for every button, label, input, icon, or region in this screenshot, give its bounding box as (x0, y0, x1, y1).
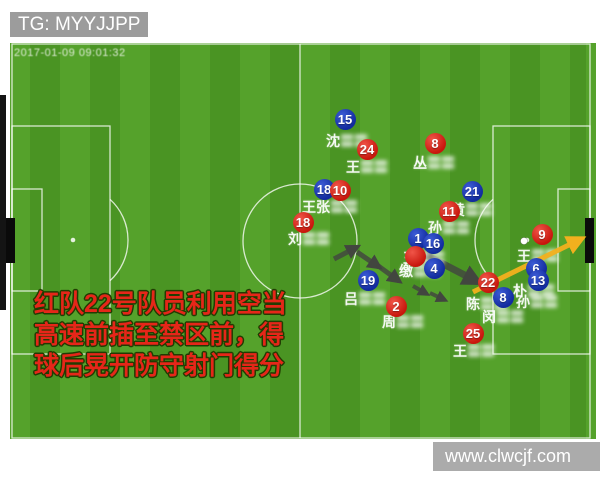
tg-watermark-banner: TG: MYYJJPP (10, 12, 148, 37)
website-watermark: www.clwcjf.com (433, 442, 600, 471)
soccer-pitch (10, 43, 596, 439)
image-edge-artifact (0, 95, 6, 310)
video-timestamp: 2017-01-09 09:01:32 (14, 47, 126, 59)
